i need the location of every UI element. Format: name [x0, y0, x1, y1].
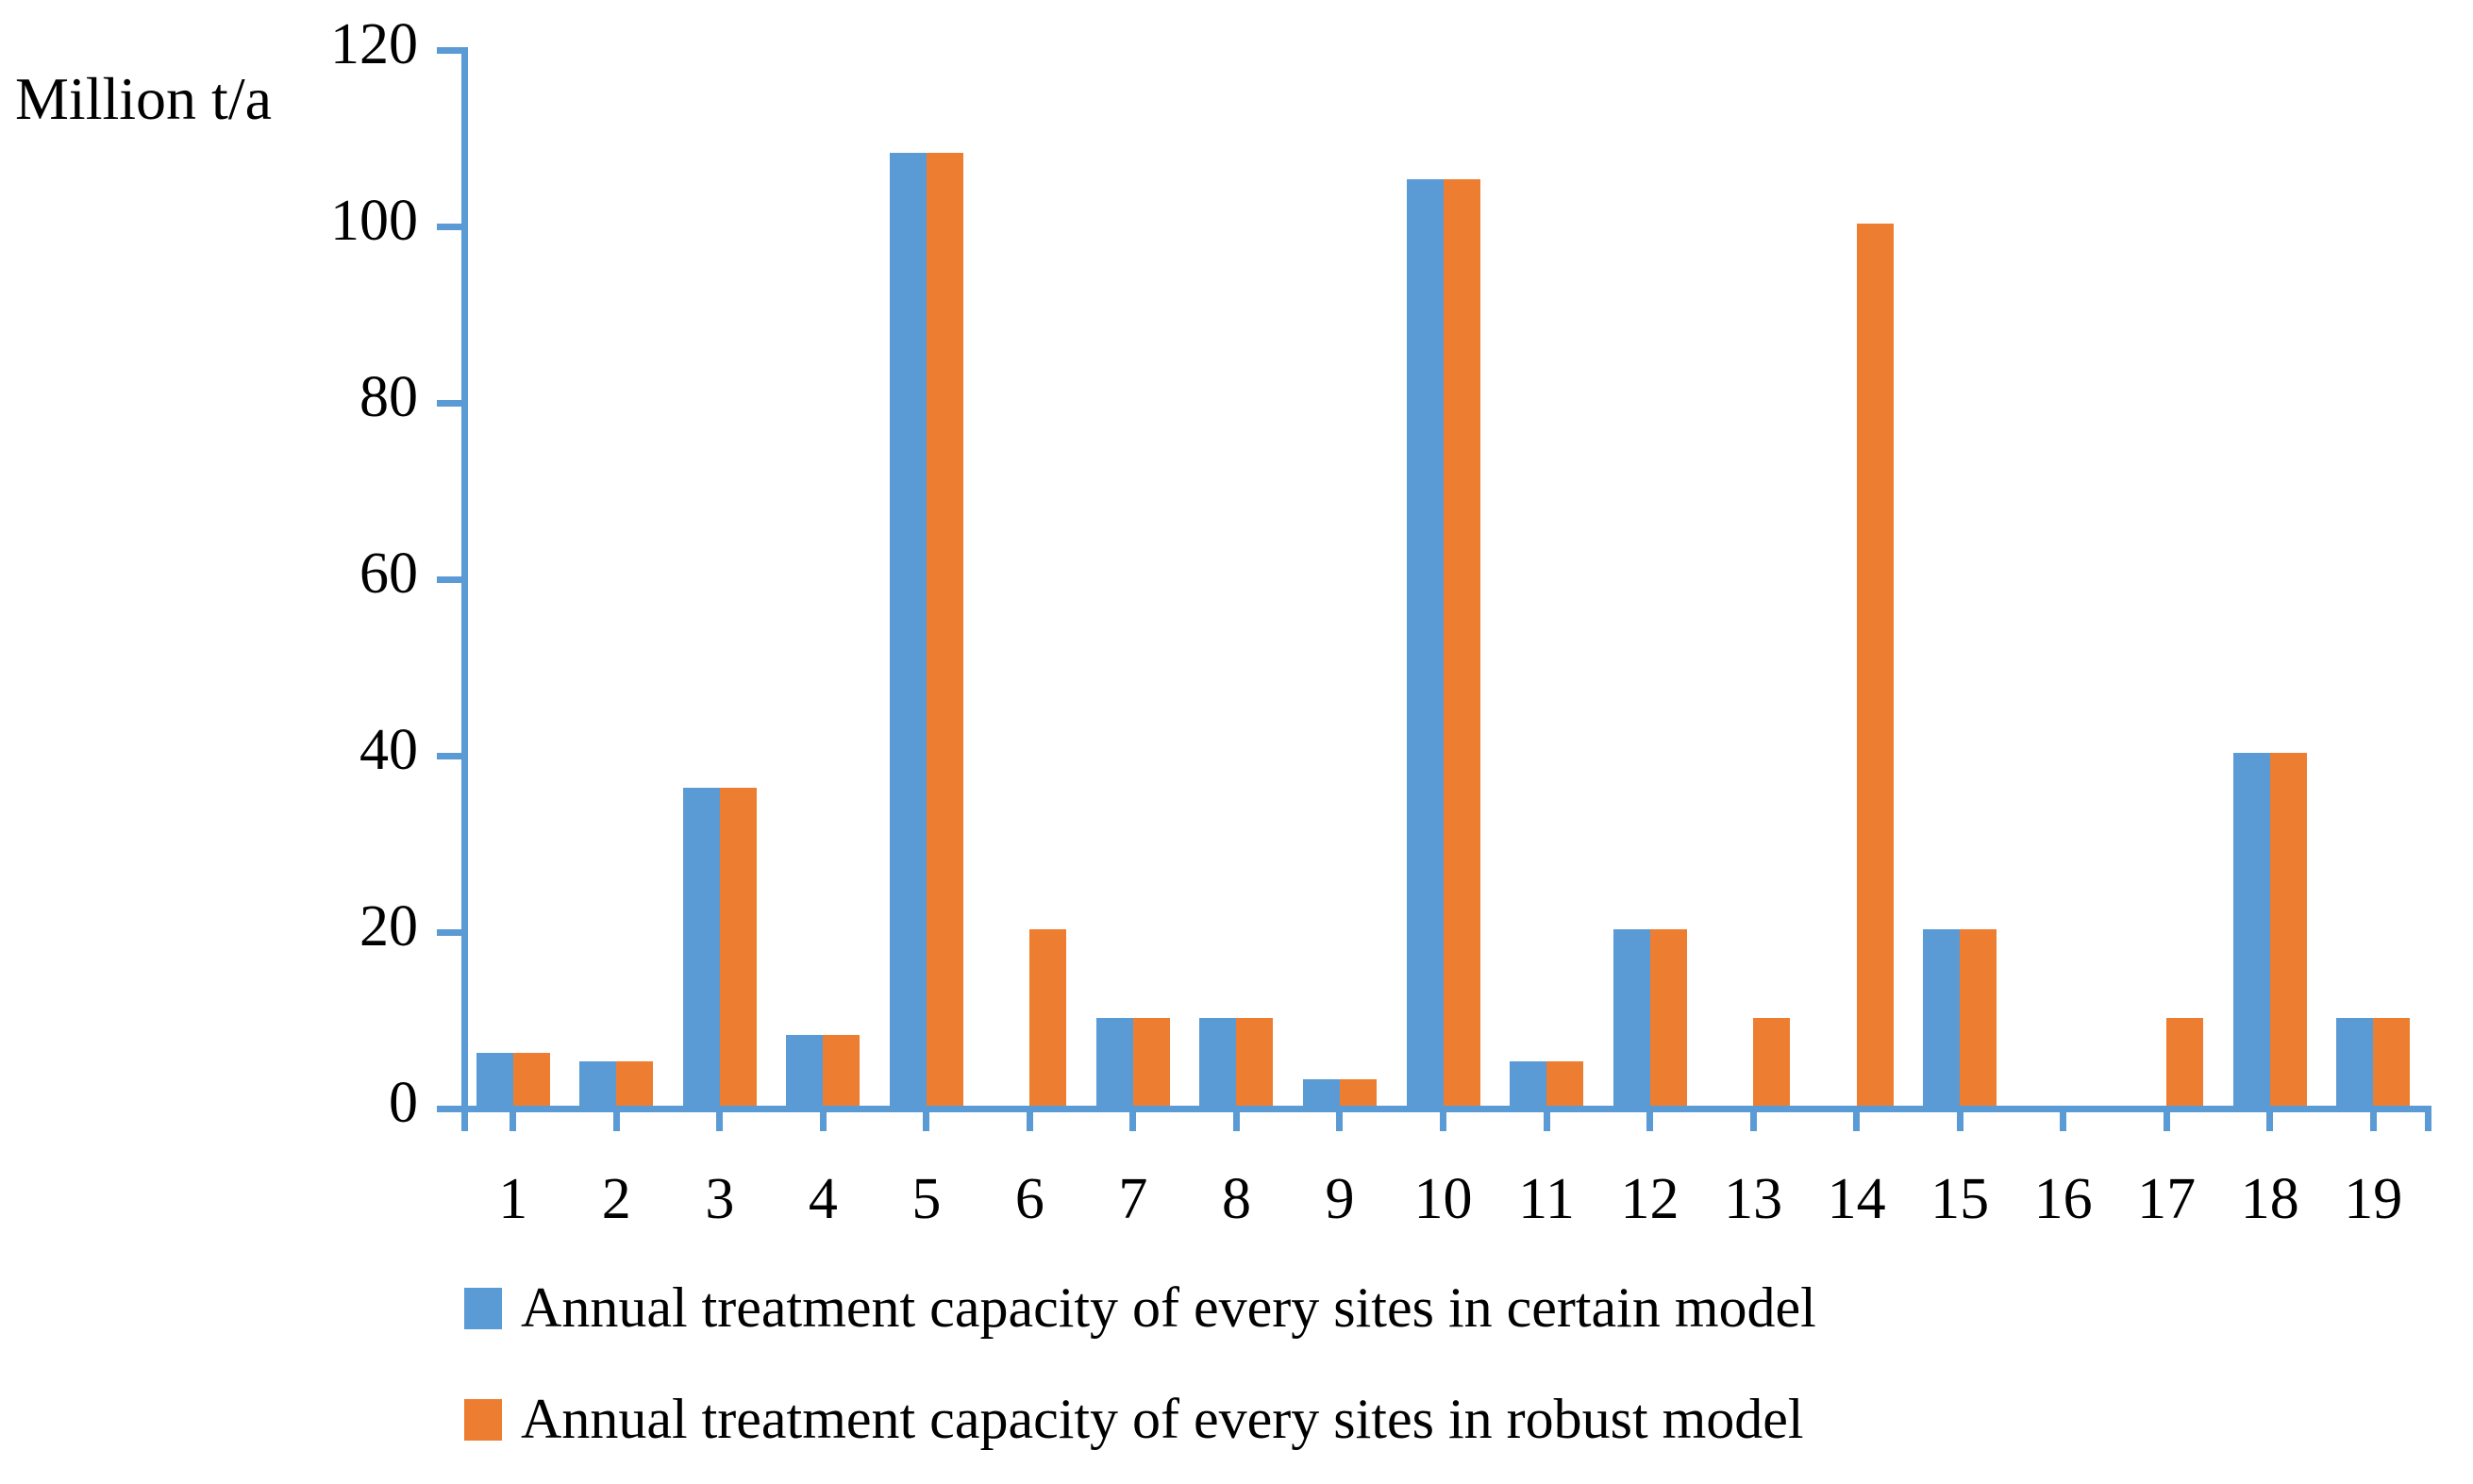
bar-robust-6: [1029, 929, 1067, 1106]
bar-certain-4: [786, 1035, 824, 1106]
y-tick-40: [437, 753, 461, 759]
bar-certain-5: [889, 153, 927, 1106]
bar-robust-2: [616, 1061, 654, 1106]
legend-label-certain-model: Annual treatment capacity of every sites…: [521, 1276, 1816, 1339]
x-tick-label-7: 7: [1118, 1167, 1148, 1231]
x-tick-17: [2163, 1112, 2170, 1131]
x-tick-label-8: 8: [1221, 1167, 1251, 1231]
bar-certain-8: [1199, 1017, 1237, 1106]
bar-robust-13: [1753, 1017, 1791, 1106]
y-tick-label-100: 100: [330, 189, 418, 253]
y-tick-120: [437, 47, 461, 54]
x-tick-label-11: 11: [1518, 1167, 1575, 1231]
bar-certain-15: [1923, 929, 1961, 1106]
bar-robust-14: [1856, 224, 1894, 1106]
x-tick-label-16: 16: [2033, 1167, 2093, 1231]
y-tick-label-80: 80: [359, 365, 418, 429]
bar-robust-1: [512, 1052, 550, 1106]
bar-robust-5: [926, 153, 963, 1106]
x-tick-label-18: 18: [2240, 1167, 2299, 1231]
bar-certain-11: [1510, 1061, 1547, 1106]
x-axis-line: [461, 1106, 2431, 1112]
x-tick-6: [1026, 1112, 1033, 1131]
bar-certain-3: [682, 788, 720, 1106]
bar-robust-3: [719, 788, 757, 1106]
x-tick-label-3: 3: [705, 1167, 735, 1231]
y-tick-label-20: 20: [359, 894, 418, 959]
bar-robust-15: [1960, 929, 1997, 1106]
y-tick-label-40: 40: [359, 718, 418, 782]
y-tick-label-0: 0: [389, 1071, 418, 1135]
x-tick-label-12: 12: [1620, 1167, 1679, 1231]
x-tick-11: [1543, 1112, 1550, 1131]
x-tick-19: [2369, 1112, 2377, 1131]
x-tick-label-9: 9: [1325, 1167, 1355, 1231]
x-tick-label-19: 19: [2344, 1167, 2403, 1231]
x-tick-16: [2060, 1112, 2067, 1131]
y-axis-line: [461, 47, 468, 1131]
y-axis-title: Million t/a: [15, 65, 272, 132]
x-tick-7: [1129, 1112, 1137, 1131]
legend-item-certain-model: Annual treatment capacity of every sites…: [464, 1276, 1816, 1341]
x-tick-10: [1440, 1112, 1446, 1131]
x-tick-14: [1853, 1112, 1861, 1131]
bar-certain-12: [1612, 929, 1650, 1106]
x-tick-1: [510, 1112, 517, 1131]
y-tick-label-120: 120: [330, 12, 418, 76]
bar-certain-1: [476, 1052, 513, 1106]
legend-item-robust-model: Annual treatment capacity of every sites…: [464, 1387, 1804, 1452]
x-tick-4: [819, 1112, 827, 1131]
x-tick-13: [1749, 1112, 1757, 1131]
bar-robust-17: [2166, 1017, 2204, 1106]
y-tick-0: [437, 1106, 461, 1112]
bar-certain-18: [2232, 753, 2270, 1106]
y-tick-60: [437, 576, 461, 583]
bar-robust-4: [823, 1035, 861, 1106]
x-tick-5: [923, 1112, 930, 1131]
bar-robust-12: [1649, 929, 1687, 1106]
bar-certain-9: [1302, 1078, 1340, 1106]
x-tick-2: [612, 1112, 620, 1131]
y-tick-80: [437, 400, 461, 407]
x-tick-label-6: 6: [1014, 1167, 1044, 1231]
x-tick-label-17: 17: [2137, 1167, 2197, 1231]
bar-robust-11: [1546, 1061, 1584, 1106]
bar-robust-10: [1443, 179, 1480, 1106]
y-tick-label-60: 60: [359, 542, 418, 606]
x-tick-label-15: 15: [1930, 1167, 1990, 1231]
x-tick-label-4: 4: [808, 1167, 838, 1231]
bar-certain-10: [1406, 179, 1444, 1106]
x-tick-15: [1956, 1112, 1963, 1131]
x-tick-9: [1336, 1112, 1344, 1131]
x-axis-end-tick: [2425, 1112, 2431, 1131]
legend-swatch-certain-model: [464, 1287, 502, 1329]
bar-certain-19: [2336, 1017, 2374, 1106]
legend-swatch-robust-model: [464, 1398, 502, 1441]
bar-certain-7: [1095, 1017, 1133, 1106]
x-tick-12: [1646, 1112, 1654, 1131]
bar-certain-2: [579, 1061, 617, 1106]
y-tick-100: [437, 224, 461, 230]
x-tick-label-14: 14: [1827, 1167, 1886, 1231]
y-tick-20: [437, 929, 461, 936]
x-tick-label-10: 10: [1413, 1167, 1473, 1231]
bar-robust-19: [2373, 1017, 2411, 1106]
x-tick-label-13: 13: [1724, 1167, 1783, 1231]
bar-robust-9: [1339, 1078, 1377, 1106]
legend-label-robust-model: Annual treatment capacity of every sites…: [521, 1388, 1804, 1450]
x-tick-label-5: 5: [911, 1167, 942, 1231]
x-tick-label-2: 2: [601, 1167, 631, 1231]
bar-robust-7: [1132, 1017, 1170, 1106]
x-tick-18: [2266, 1112, 2274, 1131]
x-tick-8: [1232, 1112, 1240, 1131]
x-tick-3: [716, 1112, 724, 1131]
bar-robust-8: [1236, 1017, 1274, 1106]
bar-robust-18: [2269, 753, 2307, 1106]
x-tick-label-1: 1: [498, 1167, 528, 1231]
